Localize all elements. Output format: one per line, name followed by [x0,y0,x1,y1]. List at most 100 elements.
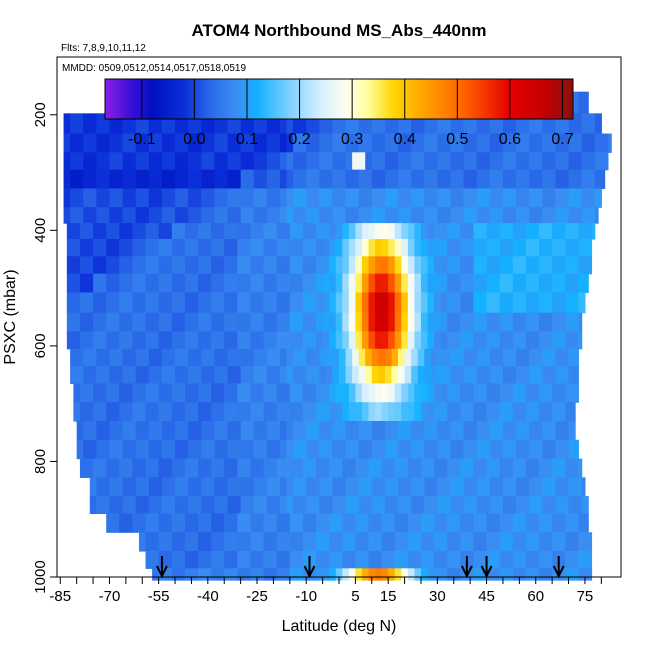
heatmap-cell [568,113,576,135]
heatmap-cell [240,439,248,460]
heatmap-cell [424,439,432,460]
heatmap-cell [66,223,74,240]
heatmap-cell [122,348,130,367]
heatmap-cell [480,239,488,257]
heatmap-cell [424,188,432,208]
heatmap-cell [79,331,88,350]
heatmap-cell [493,383,501,403]
heatmap-cell [129,421,137,441]
heatmap-cell [96,348,104,367]
heatmap-cell [348,532,356,552]
heatmap-cell [355,568,363,581]
heatmap-cell [375,331,383,350]
heatmap-cell [463,113,471,135]
heatmap-cell [480,383,488,403]
heatmap-cell [198,273,206,294]
heatmap-cell [76,169,84,190]
heatmap-cell [273,169,281,190]
heatmap-cell [545,532,553,552]
heatmap-cell [414,273,422,294]
heatmap-cell [378,188,386,208]
heatmap-cell [306,207,314,224]
heatmap-cell [391,496,399,515]
heatmap-cell [384,152,393,171]
heatmap-cell [434,532,442,552]
heatmap-cell [99,331,107,350]
heatmap-cell [165,568,173,581]
heatmap-cell [240,169,248,190]
heatmap-cell [404,207,412,224]
heatmap-cell [148,169,156,190]
heatmap-cell [329,256,337,275]
heatmap-cell [555,421,563,441]
heatmap-cell [371,366,379,385]
heatmap-cell [184,532,193,552]
heatmap-cell [325,477,334,497]
heatmap-cell [545,383,553,403]
heatmap-cell [516,348,524,367]
heatmap-cell [204,331,212,350]
heatmap-cell [237,239,245,257]
heatmap-cell [427,223,435,240]
heatmap-cell [93,223,101,240]
heatmap-cell [112,292,120,314]
heatmap-cell [447,292,455,314]
heatmap-cell [181,496,189,515]
heatmap-cell [263,223,271,240]
heatmap-cell [70,152,78,171]
heatmap-cell [178,458,186,478]
heatmap-cell [375,458,383,478]
heatmap-cell [539,402,547,422]
heatmap-cell [152,513,160,533]
heatmap-cell [89,477,97,497]
heatmap-cell [502,348,511,367]
heatmap-cell [575,439,579,460]
heatmap-cell [407,256,416,275]
heatmap-cell [394,383,402,403]
heatmap-cell [325,152,334,171]
heatmap-cell [155,477,163,497]
heatmap-cell [539,312,547,333]
heatmap-cell [201,152,209,171]
heatmap-cell [398,188,406,208]
heatmap-cell [512,568,520,581]
heatmap-cell [417,348,425,367]
heatmap-cell [250,551,258,569]
heatmap-cell [378,496,386,515]
heatmap-cell [250,273,258,294]
heatmap-cell [99,383,107,403]
heatmap-cell [545,513,553,533]
heatmap-cell [247,366,255,385]
heatmap-cell [112,383,120,403]
heatmap-cell [293,169,301,190]
heatmap-cell [463,477,471,497]
heatmap-cell [483,439,491,460]
heatmap-cell [266,477,275,497]
heatmap-cell [322,532,330,552]
heatmap-cell [257,223,265,240]
heatmap-cell [571,568,579,581]
heatmap-cell [398,366,406,385]
heatmap-cell [466,383,475,403]
heatmap-cell [358,348,366,367]
colorbar-tick-label: 0.2 [288,131,310,148]
heatmap-cell [302,568,311,581]
heatmap-cell [493,551,501,569]
heatmap-cell [89,348,97,367]
heatmap-cell [447,273,455,294]
heatmap-cell [457,207,465,224]
heatmap-cell [584,256,593,275]
x-tick-label: -10 [295,588,317,605]
heatmap-cell [525,292,534,314]
heatmap-cell [240,133,248,153]
heatmap-cell [342,312,350,333]
heatmap-cell [332,113,340,135]
heatmap-cell [230,568,238,581]
heatmap-cell [509,439,517,460]
heatmap-cell [96,207,104,224]
heatmap-cell [450,477,458,497]
heatmap-cell [440,458,448,478]
heatmap-cell [480,331,488,350]
heatmap-cell [384,496,393,515]
